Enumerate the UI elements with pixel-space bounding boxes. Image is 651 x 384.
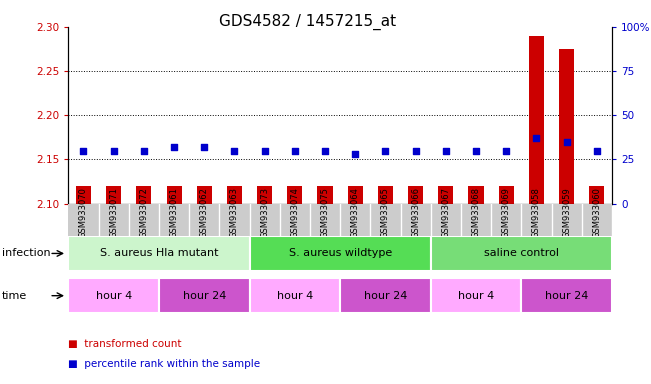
Point: [260, 147, 270, 154]
Point: [169, 144, 179, 150]
Point: [320, 147, 330, 154]
Bar: [68, 236, 249, 271]
Point: [471, 147, 481, 154]
Bar: [499, 186, 514, 204]
Point: [350, 151, 361, 157]
Bar: [589, 186, 604, 204]
Point: [229, 147, 240, 154]
Bar: [348, 186, 363, 204]
Bar: [431, 278, 521, 313]
Bar: [559, 49, 574, 204]
Point: [561, 139, 572, 145]
Point: [199, 144, 210, 150]
Bar: [438, 186, 453, 204]
Bar: [469, 186, 484, 204]
Point: [441, 147, 451, 154]
Text: hour 4: hour 4: [96, 291, 132, 301]
Text: saline control: saline control: [484, 248, 559, 258]
Bar: [136, 186, 152, 204]
Text: S. aureus wildtype: S. aureus wildtype: [288, 248, 392, 258]
Bar: [249, 278, 340, 313]
Point: [501, 147, 512, 154]
Bar: [378, 186, 393, 204]
Bar: [521, 278, 612, 313]
Bar: [159, 278, 249, 313]
Point: [139, 147, 149, 154]
Text: infection: infection: [2, 248, 51, 258]
Bar: [197, 186, 212, 204]
Text: time: time: [2, 291, 27, 301]
Point: [531, 135, 542, 141]
Point: [380, 147, 391, 154]
Text: GDS4582 / 1457215_at: GDS4582 / 1457215_at: [219, 13, 396, 30]
Text: hour 4: hour 4: [458, 291, 494, 301]
Text: hour 24: hour 24: [182, 291, 226, 301]
Point: [410, 147, 421, 154]
Bar: [167, 186, 182, 204]
Bar: [249, 236, 431, 271]
Bar: [529, 36, 544, 204]
Bar: [408, 186, 423, 204]
Point: [109, 147, 119, 154]
Bar: [287, 186, 303, 204]
Text: ■  percentile rank within the sample: ■ percentile rank within the sample: [68, 359, 260, 369]
Point: [592, 147, 602, 154]
Bar: [257, 186, 272, 204]
Point: [290, 147, 300, 154]
Bar: [340, 278, 431, 313]
Text: hour 4: hour 4: [277, 291, 313, 301]
Text: ■  transformed count: ■ transformed count: [68, 339, 182, 349]
Text: hour 24: hour 24: [545, 291, 589, 301]
Bar: [106, 186, 121, 204]
Bar: [76, 186, 91, 204]
Bar: [68, 278, 159, 313]
Point: [78, 147, 89, 154]
Text: S. aureus Hla mutant: S. aureus Hla mutant: [100, 248, 218, 258]
Bar: [318, 186, 333, 204]
Bar: [431, 236, 612, 271]
Text: hour 24: hour 24: [364, 291, 407, 301]
Bar: [227, 186, 242, 204]
